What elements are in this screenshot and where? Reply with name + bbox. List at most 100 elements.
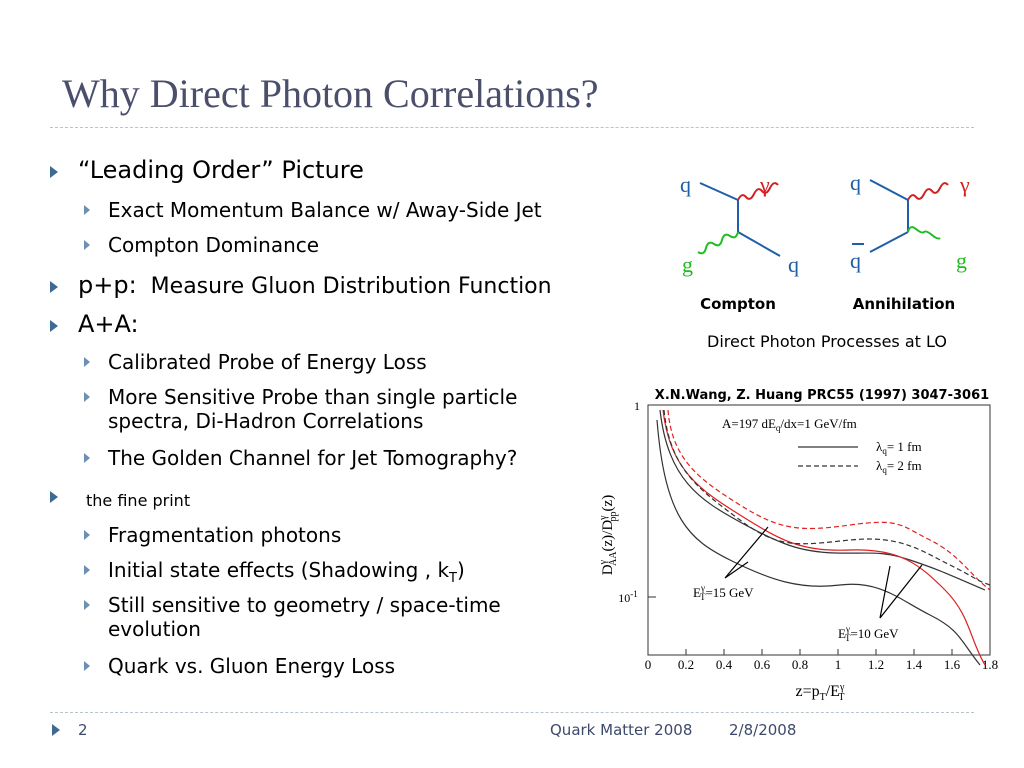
annotation: Eγ T=10 GeV	[838, 624, 899, 643]
legend-title: A=197 dEq/dx=1 GeV/fm	[722, 416, 857, 433]
tick-label: 1.4	[906, 657, 923, 672]
title: Why Direct Photon Correlations?	[62, 71, 599, 116]
text: λ	[876, 458, 883, 473]
particle: q	[788, 252, 799, 277]
bullet	[84, 357, 90, 367]
particle: γ	[959, 172, 970, 197]
text: )	[456, 558, 465, 582]
bullet-text: Fragmentation photons	[108, 523, 342, 547]
bullet	[84, 565, 90, 575]
divider	[50, 712, 974, 713]
legend-entry: λq= 1 fm	[876, 439, 922, 456]
text: = 1 fm	[887, 439, 922, 454]
bullet-text: Calibrated Probe of Energy Loss	[108, 350, 427, 374]
footer-marker	[52, 724, 60, 736]
sub: T	[820, 692, 826, 703]
sup: γ	[598, 559, 609, 565]
plot-frame	[647, 404, 991, 656]
bullet	[84, 661, 90, 671]
tick-label: 1.2	[868, 657, 884, 672]
particle: g	[682, 252, 693, 277]
text: (z)/D	[600, 520, 616, 552]
particle: q	[680, 172, 691, 197]
text: z=p	[796, 683, 820, 700]
feynman-compton	[697, 182, 781, 257]
bullet	[84, 453, 90, 463]
text: /E	[826, 683, 840, 700]
bullet-note: Measure Gluon Distribution Function	[150, 274, 552, 299]
text: E	[838, 626, 846, 641]
text: (z)	[600, 495, 616, 512]
bullet-text: Compton Dominance	[108, 233, 320, 257]
particle: q	[850, 170, 861, 195]
citation: X.N.Wang, Z. Huang PRC55 (1997) 3047-306…	[655, 388, 989, 403]
bullet-text: More Sensitive Probe than single particl…	[108, 385, 518, 433]
bullet	[84, 205, 90, 215]
bullet-text: Exact Momentum Balance w/ Away-Side Jet	[108, 198, 542, 222]
text: /dx=1 GeV/fm	[780, 416, 856, 431]
tick-label: 1	[634, 399, 640, 413]
tick-label: 1.8	[982, 657, 998, 672]
text: = 2 fm	[887, 458, 922, 473]
process-name: Compton	[700, 295, 776, 313]
sup: -1	[630, 589, 638, 599]
bullet-text: p+p:	[78, 271, 137, 299]
sub: q	[882, 446, 887, 456]
sup: γ	[845, 624, 850, 634]
bullet-text: the fine print	[86, 491, 191, 510]
legend-entry: λq= 2 fm	[876, 458, 922, 475]
tick-label: 0.8	[792, 657, 808, 672]
bullet	[50, 491, 58, 503]
sub: pp	[608, 511, 619, 521]
curves	[656, 409, 991, 666]
text: 10	[618, 591, 630, 605]
bullet-text: Initial state effects (Shadowing , kT)	[108, 558, 598, 591]
text: A=197 dE	[722, 416, 776, 431]
tick-label: 0.6	[754, 657, 771, 672]
feynman-labels: q γ g q q γ q g	[680, 170, 970, 277]
process-name: Annihilation	[853, 295, 956, 313]
bullet	[50, 281, 58, 293]
bullet-text: p+p: Measure Gluon Distribution Function	[78, 271, 552, 299]
text: E	[693, 585, 701, 600]
text: Initial state effects (Shadowing , k	[108, 558, 450, 582]
particle: g	[956, 248, 967, 273]
bullet-text: The Golden Channel for Jet Tomography?	[108, 446, 518, 470]
bullet-text: “Leading Order” Picture	[78, 156, 364, 184]
feynman-annihilation	[852, 179, 949, 253]
caption: Direct Photon Processes at LO	[707, 332, 947, 351]
bullet	[50, 166, 58, 178]
sub: T	[838, 692, 844, 703]
y-label: DγAA(z)/Dγpp(z)	[598, 495, 619, 575]
tick-label: 10-1	[618, 589, 638, 605]
sub: T	[700, 592, 706, 602]
bullet	[84, 392, 90, 402]
sup: γ	[839, 682, 845, 693]
x-ticks	[648, 596, 953, 655]
tick-label: 1	[835, 657, 842, 672]
bullet	[84, 600, 90, 610]
annotation: Eγ T=15 GeV	[693, 583, 754, 602]
footer-event: Quark Matter 2008	[550, 721, 693, 739]
sub: AA	[608, 551, 619, 566]
x-tick-labels: 0 0.2 0.4 0.6 0.8 1 1.2 1.4 1.6 1.8	[645, 657, 998, 672]
process-names: Compton Annihilation	[700, 295, 955, 313]
particle: γ	[759, 172, 770, 197]
page-number: 2	[78, 721, 88, 739]
bullet-text: Still sensitive to geometry / space-time…	[108, 593, 501, 641]
tick-label: 0.2	[678, 657, 694, 672]
x-label: z=pT/Eγ T	[796, 682, 845, 703]
tick-label: 0	[645, 657, 652, 672]
sup: γ	[700, 583, 705, 593]
sub: q	[882, 465, 887, 475]
text: =15 GeV	[705, 585, 754, 600]
sup: γ	[598, 515, 609, 521]
bullet	[50, 320, 58, 332]
particle: q	[850, 248, 861, 273]
tick-label: 0.4	[716, 657, 733, 672]
bullet-text: Quark vs. Gluon Energy Loss	[108, 654, 396, 678]
footer-date: 2/8/2008	[729, 721, 797, 739]
bullet-text: A+A:	[78, 310, 139, 338]
